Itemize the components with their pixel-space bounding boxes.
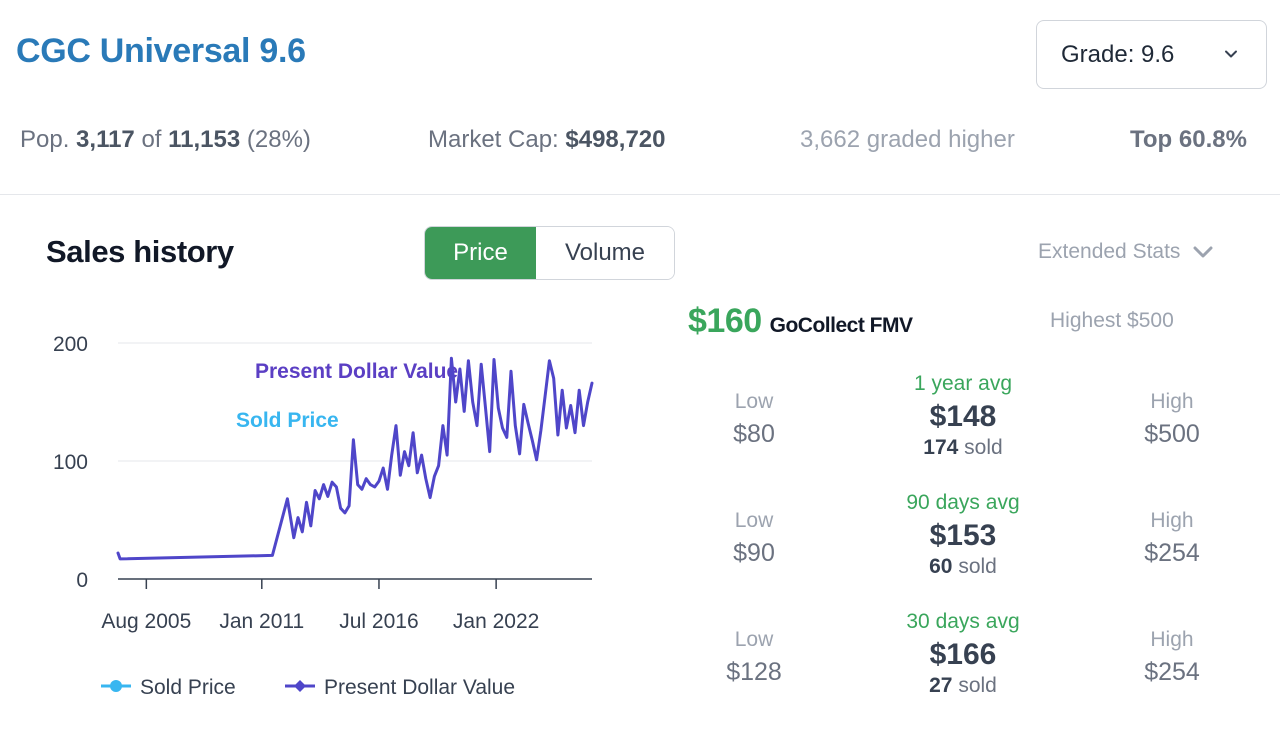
avg-value: $153 xyxy=(929,519,997,552)
top-percent-stat: Top 60.8% xyxy=(1130,126,1247,153)
graded-higher-stat: 3,662 graded higher xyxy=(800,126,1015,153)
page-title: CGC Universal 9.6 xyxy=(16,32,306,70)
low-label: Low xyxy=(734,628,774,651)
low-cell: Low $128 xyxy=(700,628,808,687)
high-label: High xyxy=(1150,390,1194,413)
chevron-down-icon xyxy=(1193,246,1213,258)
y-tick-label: 0 xyxy=(76,569,88,592)
sales-history-title: Sales history xyxy=(46,234,234,269)
high-cell: High $254 xyxy=(1118,628,1226,687)
avg-label: 1 year avg xyxy=(913,372,1013,395)
market-cap-value: $498,720 xyxy=(565,126,666,153)
x-tick-label: Jul 2016 xyxy=(339,610,418,633)
pop-count: 3,117 xyxy=(76,126,135,153)
sold-count: 174 sold xyxy=(880,436,1046,460)
low-label: Low xyxy=(734,509,774,532)
low-value: $90 xyxy=(733,539,775,567)
low-value: $80 xyxy=(733,420,775,448)
market-cap-stat: Market Cap: $498,720 xyxy=(428,126,666,154)
y-axis-ticks: 0 100 200 xyxy=(53,333,88,592)
sold-word: sold xyxy=(958,674,997,697)
high-cell: High $254 xyxy=(1118,509,1226,568)
highest-sale: Highest $500 xyxy=(1050,309,1174,332)
x-tick-label: Jan 2011 xyxy=(219,610,304,633)
avg-label: 90 days avg xyxy=(906,491,1020,514)
legend-present-value[interactable]: Present Dollar Value xyxy=(324,676,515,699)
x-tick-label: Aug 2005 xyxy=(101,610,191,633)
avg-label: 30 days avg xyxy=(906,610,1020,633)
avg-cell: 1 year avg $148 174 sold xyxy=(880,372,1046,460)
pop-prefix: Pop. xyxy=(20,126,70,153)
sold-word: sold xyxy=(964,436,1003,459)
legend-sold-price[interactable]: Sold Price xyxy=(140,676,236,699)
pop-of: of xyxy=(141,126,162,153)
pop-total: 11,153 xyxy=(168,126,241,153)
fmv-summary: $160 GoCollect FMV xyxy=(688,302,913,341)
period-row-30-days: Low $128 30 days avg $166 27 sold High $… xyxy=(0,610,1280,720)
x-axis-ticks: Aug 2005 Jan 2011 Jul 2016 Jan 2022 xyxy=(101,579,539,633)
low-cell: Low $80 xyxy=(700,390,808,449)
extended-stats-toggle[interactable]: Extended Stats xyxy=(1038,240,1214,264)
chevron-down-icon xyxy=(1225,50,1237,58)
high-value: $254 xyxy=(1144,658,1200,686)
avg-cell: 90 days avg $153 60 sold xyxy=(880,491,1046,579)
fmv-value: $160 xyxy=(688,302,762,340)
high-label: High xyxy=(1150,628,1194,651)
legend-sold-price-marker xyxy=(110,680,122,692)
sales-history-chart: 0 100 200 Aug 2005 Jan 2011 Jul 2016 Jan 2022… xyxy=(53,333,594,699)
high-cell: High $500 xyxy=(1118,390,1226,449)
population-stat: Pop. 3,117 of 11,153 (28%) xyxy=(20,126,311,154)
chart-legend: Sold Price Present Dollar Value xyxy=(101,676,515,699)
price-tab[interactable]: Price xyxy=(425,227,536,279)
legend-present-value-marker xyxy=(294,680,306,692)
x-tick-label: Jan 2022 xyxy=(453,610,539,633)
high-label: High xyxy=(1150,509,1194,532)
sold-number: 60 xyxy=(929,555,953,578)
fmv-label: GoCollect FMV xyxy=(769,314,913,337)
divider xyxy=(0,194,1280,195)
grade-select-label: Grade: 9.6 xyxy=(1061,40,1175,68)
sold-count: 27 sold xyxy=(880,674,1046,698)
grade-select[interactable]: Grade: 9.6 xyxy=(1036,20,1267,89)
y-tick-label: 200 xyxy=(53,333,88,356)
high-value: $500 xyxy=(1144,420,1200,448)
sold-price-annotation: Sold Price xyxy=(236,409,339,432)
chart-series xyxy=(116,356,594,561)
low-value: $128 xyxy=(726,658,782,686)
period-row-90-days: Low $90 90 days avg $153 60 sold High $2… xyxy=(0,491,1280,601)
avg-value: $148 xyxy=(929,400,997,433)
sold-number: 174 xyxy=(923,436,959,459)
low-cell: Low $90 xyxy=(700,509,808,568)
market-cap-label: Market Cap: xyxy=(428,126,559,153)
low-label: Low xyxy=(734,390,774,413)
series-line-present-dollar-value xyxy=(116,356,594,561)
sold-word: sold xyxy=(958,555,997,578)
extended-stats-label: Extended Stats xyxy=(1038,240,1181,263)
present-dollar-value-annotation: Present Dollar Value xyxy=(255,360,458,383)
avg-value: $166 xyxy=(929,638,997,671)
sold-count: 60 sold xyxy=(880,555,1046,579)
high-value: $254 xyxy=(1144,539,1200,567)
y-tick-label: 100 xyxy=(53,451,88,474)
sold-number: 27 xyxy=(929,674,953,697)
avg-cell: 30 days avg $166 27 sold xyxy=(880,610,1046,698)
pop-pct: (28%) xyxy=(246,126,311,153)
price-volume-toggle: Price Volume xyxy=(424,226,675,280)
volume-tab[interactable]: Volume xyxy=(536,227,674,279)
period-row-1-year: Low $80 1 year avg $148 174 sold High $5… xyxy=(0,372,1280,482)
